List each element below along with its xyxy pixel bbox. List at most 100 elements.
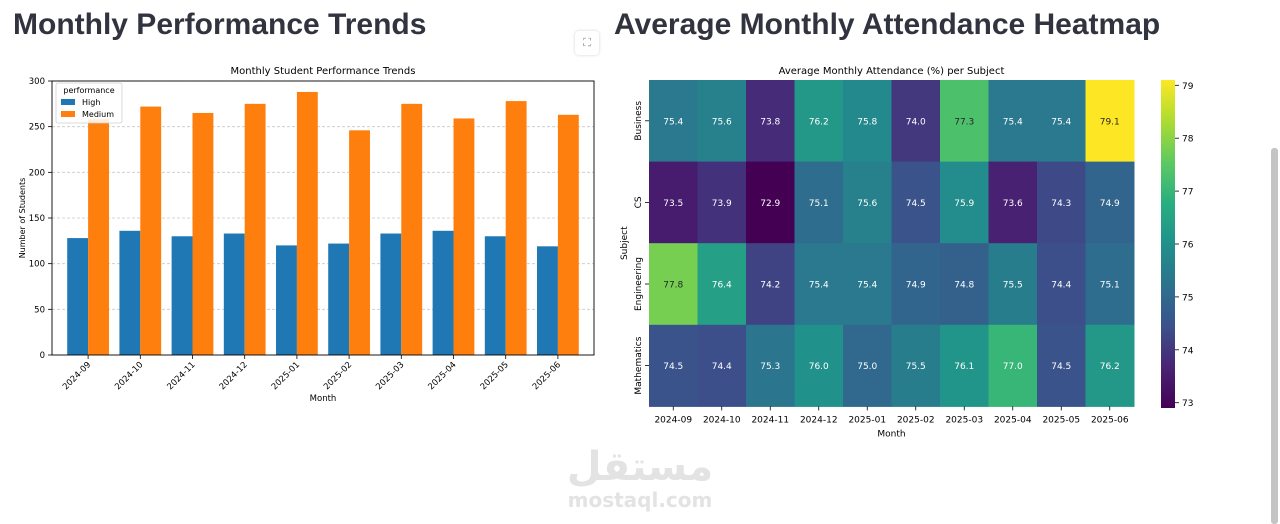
heatmap-cell-label: 75.8 (857, 117, 877, 127)
heatmap-cell (1037, 80, 1086, 163)
x-tick-label: 2024-12 (800, 415, 838, 425)
x-tick-label: 2025-02 (897, 415, 935, 425)
y-axis-label: Number of Students (18, 178, 27, 259)
heatmap-cell (649, 161, 698, 244)
heatmap-cell (940, 324, 989, 407)
page-scrollbar[interactable] (1271, 148, 1278, 524)
heatmap-cell (794, 243, 844, 326)
heatmap-cell (697, 161, 747, 244)
heatmap-cell-label: 75.0 (857, 362, 877, 372)
y-tick-label: 150 (29, 214, 45, 224)
heatmap-cell (940, 80, 989, 163)
heatmap-cell-label: 74.3 (1051, 199, 1071, 209)
chart-title: Monthly Student Performance Trends (231, 66, 416, 77)
bar-high (328, 243, 350, 355)
heatmap-cell (746, 324, 795, 407)
fullscreen-button[interactable]: ⛶ (575, 31, 599, 55)
bar-medium (244, 103, 266, 355)
heatmap-cell-label: 74.4 (712, 362, 732, 372)
y-tick-label: Business (634, 101, 644, 141)
heatmap-cell-label: 75.4 (663, 117, 683, 127)
heatmap-cell (1037, 161, 1086, 244)
x-tick-label: 2025-01 (848, 415, 886, 425)
watermark-arabic: مستقل (566, 444, 714, 490)
heatmap-cell-label: 74.5 (663, 362, 683, 372)
bar-medium (401, 103, 423, 355)
heatmap-cell-label: 76.0 (809, 362, 829, 372)
colorbar-tick-label: 74 (1182, 346, 1194, 356)
heatmap-cell-label: 75.3 (760, 362, 780, 372)
heatmap-cell (1085, 161, 1135, 244)
y-tick-label: Mathematics (634, 336, 644, 394)
heatmap-cell (794, 80, 844, 163)
bar-medium (453, 118, 475, 356)
heatmap-cell (891, 324, 941, 407)
heatmap-cell-label: 76.4 (712, 281, 732, 291)
heatmap-cell (940, 243, 989, 326)
bar-medium (505, 101, 527, 356)
y-tick-label: 100 (29, 260, 45, 270)
colorbar-tick-label: 75 (1182, 293, 1193, 303)
heatmap-cell (891, 161, 941, 244)
heatmap-cell (940, 161, 989, 244)
x-axis-label: Month (877, 429, 905, 439)
heatmap-cell (794, 161, 844, 244)
bar-high (380, 233, 402, 355)
heatmap-cell (988, 324, 1038, 407)
bar-high (432, 230, 454, 355)
heatmap-cell-label: 75.4 (1003, 117, 1023, 127)
chart-title: Average Monthly Attendance (%) per Subje… (779, 66, 1005, 77)
x-tick-label: 2025-03 (945, 415, 983, 425)
legend-label: High (82, 98, 100, 107)
x-axis-label: Month (310, 394, 337, 404)
bar-medium (88, 119, 109, 355)
heatmap-cell-label: 75.6 (712, 117, 732, 127)
heatmap-cell-label: 76.2 (809, 117, 829, 127)
heatmap-cell-label: 74.5 (1051, 362, 1071, 372)
y-tick-label: 250 (29, 123, 45, 133)
attendance-heatmap: 75.4 75.6 73.8 76.2 75.8 74.0 77.3 75.4 75.4 79.1… (620, 66, 1194, 439)
heatmap-cell (843, 161, 892, 244)
bar-medium (192, 112, 214, 355)
y-tick-label: 50 (34, 305, 45, 315)
page-title-attendance: Average Monthly Attendance Heatmap (614, 8, 1161, 41)
heatmap-cell (794, 324, 844, 407)
heatmap-cell-label: 75.1 (809, 199, 829, 209)
y-tick-label: 200 (29, 168, 45, 178)
y-tick-label: 0 (40, 351, 45, 361)
heatmap-cell-label: 73.9 (712, 199, 732, 209)
chart-legend: performance High Medium (55, 82, 123, 124)
heatmap-cell-label: 79.1 (1100, 117, 1120, 127)
heatmap-cell-label: 74.2 (760, 281, 780, 291)
y-tick-label: 300 (29, 77, 45, 87)
heatmap-cell-label: 77.8 (663, 281, 683, 291)
x-tick-label: 2024-11 (751, 415, 789, 425)
bar-high (537, 246, 558, 355)
bar-medium (349, 130, 370, 355)
watermark: مستقل mostaql.com (560, 445, 720, 511)
heatmap-cell (697, 243, 747, 326)
watermark-latin: mostaql.com (567, 488, 713, 512)
bar-high (276, 245, 297, 355)
heatmap-cell-label: 77.0 (1003, 362, 1023, 372)
heatmap-cell (988, 80, 1038, 163)
plot-frame (51, 80, 595, 356)
heatmap-cell (1037, 243, 1086, 326)
colorbar-tick-label: 73 (1182, 399, 1193, 409)
heatmap-cell-label: 74.8 (954, 281, 974, 291)
heatmap-cell (843, 324, 892, 407)
heatmap-cell (1085, 243, 1135, 326)
heatmap-cell (746, 243, 795, 326)
colorbar-tick-label: 79 (1182, 82, 1194, 92)
bar-high (171, 236, 193, 355)
legend-title: performance (63, 86, 114, 95)
heatmap-cell-label: 75.5 (906, 362, 926, 372)
heatmap-cell (697, 80, 747, 163)
heatmap-cell (649, 243, 698, 326)
colorbar-tick-label: 78 (1182, 135, 1194, 145)
y-axis-label: Subject (620, 226, 630, 260)
x-tick-label: 2024-10 (703, 415, 741, 425)
heatmap-cell-label: 74.0 (906, 117, 926, 127)
x-tick-label: 2025-05 (1042, 415, 1080, 425)
heatmap-cell (746, 80, 795, 163)
